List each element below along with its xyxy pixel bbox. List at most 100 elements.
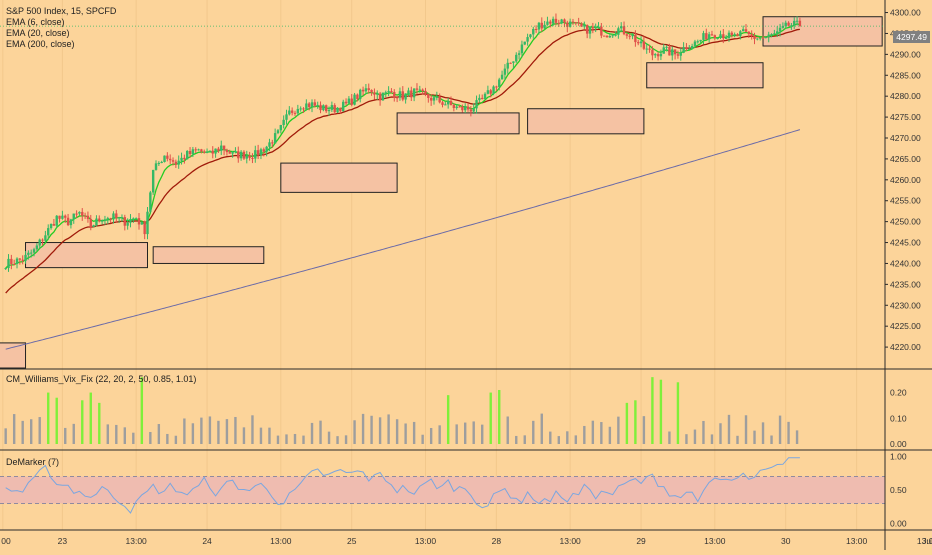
candle-body	[554, 18, 558, 23]
grid	[2, 0, 858, 530]
candle-body	[793, 20, 796, 26]
candle-body	[364, 88, 368, 92]
vix-bar	[659, 379, 663, 444]
candle-body	[671, 49, 674, 56]
vix-bar	[566, 431, 569, 444]
candle-body	[393, 92, 396, 98]
price-zone	[396, 112, 520, 135]
candle-body	[469, 109, 473, 112]
vix-bar	[89, 392, 92, 444]
vix-bar	[506, 416, 509, 444]
vix-bar	[429, 427, 433, 444]
vix-bar	[753, 430, 756, 444]
vix-bar	[157, 424, 161, 444]
candle-body	[713, 35, 717, 39]
candle-body	[537, 22, 541, 30]
vix-bar	[217, 420, 220, 444]
vix-bar	[251, 415, 254, 444]
time-tick-label: 13:00	[917, 536, 932, 546]
price-tick-label: 4270.00	[890, 133, 921, 143]
vix-bar	[30, 419, 33, 444]
vix-bar	[276, 435, 280, 444]
vix-bar	[242, 427, 246, 444]
vix-bar	[140, 377, 144, 444]
price-tick-label: 4255.00	[890, 196, 921, 206]
candle-body	[722, 34, 725, 39]
time-tick-label: Jul	[922, 536, 932, 546]
legend-ema6: EMA (6, close)	[6, 17, 65, 27]
candle-body	[676, 54, 680, 56]
candle-body	[790, 25, 793, 27]
vix-bar	[625, 402, 629, 444]
candle-body	[517, 53, 521, 55]
candle-body	[58, 215, 61, 219]
vix-bar	[744, 415, 748, 444]
vix-bar	[634, 400, 637, 444]
candle-body	[602, 35, 606, 37]
candle-body	[353, 94, 356, 105]
vix-bar	[225, 419, 229, 444]
demarker-tick-label: 0.50	[890, 485, 907, 495]
vix-bar	[47, 392, 50, 444]
candle-body	[154, 163, 158, 170]
candle-body	[560, 19, 563, 24]
candle-body	[407, 90, 410, 94]
candle-body	[339, 107, 342, 112]
candle-body	[506, 62, 509, 69]
candle-body	[432, 97, 436, 101]
candle-body	[140, 222, 144, 225]
current-price-label: 4297.49	[893, 31, 930, 43]
price-zone	[527, 108, 645, 135]
candle-body	[515, 54, 518, 62]
candle-body	[642, 41, 646, 49]
candle-body	[798, 20, 802, 27]
candle-body	[228, 152, 231, 154]
candle-body	[83, 215, 87, 217]
candle-body	[38, 239, 41, 246]
candle-body	[438, 96, 441, 103]
vix-bar	[38, 417, 41, 444]
candle-body	[305, 103, 308, 110]
vix-bar	[651, 377, 654, 444]
candle-body	[81, 211, 84, 216]
candle-body	[500, 74, 504, 80]
candle-body	[55, 215, 58, 226]
candle-body	[259, 149, 263, 156]
candle-body	[109, 218, 112, 220]
vix-bar	[727, 414, 731, 444]
candle-body	[787, 22, 790, 26]
candle-body	[151, 169, 155, 193]
vix-bar	[319, 420, 322, 444]
vix-bar	[387, 414, 390, 444]
vix-bar	[421, 434, 424, 444]
candle-body	[716, 37, 719, 39]
candle-body	[730, 32, 734, 36]
vix-bar	[710, 434, 714, 444]
candle-body	[205, 151, 209, 153]
candle-body	[254, 150, 257, 159]
candle-body	[103, 219, 107, 221]
candle-body	[325, 105, 328, 112]
time-tick-label: 13:00	[560, 536, 582, 546]
vix-bar	[515, 435, 518, 444]
candle-body	[761, 37, 765, 39]
vix-bar	[183, 418, 186, 444]
candle-body	[747, 31, 751, 35]
candle-body	[481, 97, 484, 100]
vix-bar	[668, 431, 671, 444]
candle-body	[483, 93, 487, 100]
candle-body	[12, 263, 16, 265]
vix-bar	[446, 395, 450, 444]
candle-body	[526, 37, 529, 42]
vix-bar	[12, 414, 16, 444]
vix-bar	[72, 423, 75, 444]
candle-body	[435, 96, 439, 98]
candle-body	[591, 26, 595, 29]
vix-bar	[98, 402, 101, 444]
candle-body	[149, 192, 152, 212]
candle-body	[387, 91, 390, 93]
candle-body	[72, 213, 75, 220]
vix-bar	[472, 421, 475, 444]
time-tick-label: 28	[492, 536, 502, 546]
